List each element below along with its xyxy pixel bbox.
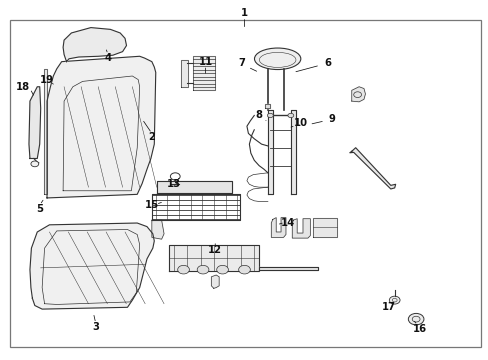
Circle shape bbox=[177, 265, 189, 274]
Text: 10: 10 bbox=[293, 118, 307, 128]
Polygon shape bbox=[47, 56, 156, 198]
Circle shape bbox=[238, 265, 250, 274]
Text: 2: 2 bbox=[148, 132, 155, 142]
Circle shape bbox=[407, 314, 423, 325]
Text: 6: 6 bbox=[323, 58, 330, 68]
Polygon shape bbox=[267, 110, 272, 194]
Text: 16: 16 bbox=[412, 324, 426, 334]
Polygon shape bbox=[193, 56, 215, 90]
Circle shape bbox=[31, 161, 39, 167]
Circle shape bbox=[388, 296, 399, 304]
Text: 17: 17 bbox=[381, 302, 394, 312]
Polygon shape bbox=[157, 181, 232, 193]
Text: 9: 9 bbox=[328, 114, 335, 124]
Text: 1: 1 bbox=[241, 8, 247, 18]
Text: 11: 11 bbox=[198, 57, 212, 67]
Polygon shape bbox=[43, 69, 47, 194]
Polygon shape bbox=[152, 220, 163, 239]
Polygon shape bbox=[349, 148, 395, 189]
Polygon shape bbox=[271, 218, 285, 237]
Text: 19: 19 bbox=[40, 75, 54, 85]
Polygon shape bbox=[211, 275, 219, 288]
Polygon shape bbox=[259, 267, 317, 270]
Ellipse shape bbox=[254, 48, 300, 69]
Circle shape bbox=[216, 265, 228, 274]
Text: 14: 14 bbox=[281, 218, 295, 228]
Circle shape bbox=[287, 113, 293, 118]
Circle shape bbox=[267, 113, 273, 118]
Circle shape bbox=[197, 265, 208, 274]
Polygon shape bbox=[312, 218, 336, 237]
Polygon shape bbox=[168, 244, 259, 271]
Text: 15: 15 bbox=[144, 200, 159, 210]
Polygon shape bbox=[290, 110, 295, 194]
Polygon shape bbox=[30, 223, 154, 309]
Text: 8: 8 bbox=[255, 111, 262, 121]
Text: 3: 3 bbox=[92, 322, 99, 332]
Polygon shape bbox=[63, 28, 126, 62]
Polygon shape bbox=[351, 87, 365, 102]
Polygon shape bbox=[181, 60, 188, 87]
Text: 7: 7 bbox=[238, 58, 245, 68]
Text: 13: 13 bbox=[166, 179, 181, 189]
Polygon shape bbox=[292, 219, 310, 238]
Text: 12: 12 bbox=[208, 245, 222, 255]
Polygon shape bbox=[265, 104, 270, 108]
Text: 18: 18 bbox=[16, 82, 30, 92]
Text: 4: 4 bbox=[104, 53, 111, 63]
Polygon shape bbox=[29, 87, 41, 158]
Text: 5: 5 bbox=[36, 204, 43, 214]
